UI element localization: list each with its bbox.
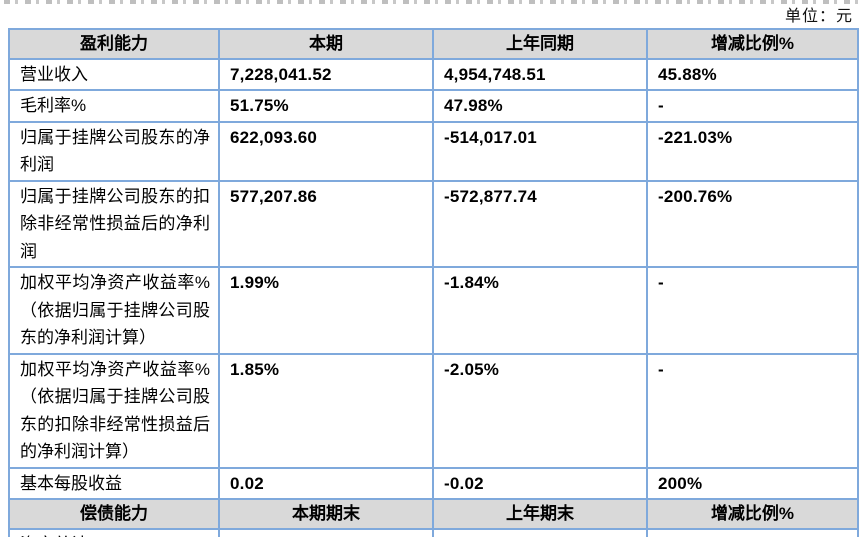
header-cell-solvency: 偿债能力 xyxy=(8,498,220,530)
table-row-gross-margin: 毛利率% 51.75% 47.98% - xyxy=(8,89,859,123)
label-cell: 资产总计 xyxy=(8,527,220,537)
value-cell-current: 0.02 xyxy=(218,466,434,500)
table-row-weighted-avg-roe-excl-nonrecurring: 加权平均净资产收益率%（依据归属于挂牌公司股东的扣除非经常性损益后的净利润计算）… xyxy=(8,352,859,469)
value-cell-change: - xyxy=(646,352,859,469)
value-cell-current: 7,228,041.52 xyxy=(218,57,434,91)
value-cell-current: 622,093.60 xyxy=(218,120,434,182)
solvency-header-row: 偿债能力 本期期末 上年期末 增减比例% xyxy=(8,498,859,530)
value-cell-change: 200% xyxy=(646,466,859,500)
value-cell-change: - xyxy=(646,266,859,355)
value-cell-prior: -572,877.74 xyxy=(432,179,648,268)
header-cell-change-ratio: 增减比例% xyxy=(646,498,859,530)
value-cell-prior: 47.98% xyxy=(432,89,648,123)
page-crop-artifact xyxy=(4,0,861,4)
header-cell-prior-period-end: 上年期末 xyxy=(432,498,648,530)
label-cell: 营业收入 xyxy=(8,57,220,91)
value-cell-change: - xyxy=(646,89,859,123)
value-cell-prior: -0.02 xyxy=(432,466,648,500)
header-cell-prior-period: 上年同期 xyxy=(432,28,648,60)
value-cell-change: -200.76% xyxy=(646,179,859,268)
value-cell-change: 45.88% xyxy=(646,57,859,91)
value-cell-prior: 39,518,003.35 xyxy=(432,527,648,537)
value-cell-current: 577,207.86 xyxy=(218,179,434,268)
label-cell: 毛利率% xyxy=(8,89,220,123)
header-cell-current-period: 本期 xyxy=(218,28,434,60)
table-row-operating-revenue: 营业收入 7,228,041.52 4,954,748.51 45.88% xyxy=(8,57,859,91)
label-cell: 归属于挂牌公司股东的扣除非经常性损益后的净利润 xyxy=(8,179,220,268)
value-cell-prior: -1.84% xyxy=(432,266,648,355)
label-cell: 加权平均净资产收益率%（依据归属于挂牌公司股东的扣除非经常性损益后的净利润计算） xyxy=(8,352,220,469)
table-row-weighted-avg-roe: 加权平均净资产收益率%（依据归属于挂牌公司股东的净利润计算） 1.99% -1.… xyxy=(8,266,859,355)
value-cell-prior: 4,954,748.51 xyxy=(432,57,648,91)
header-cell-change-ratio: 增减比例% xyxy=(646,28,859,60)
label-cell: 加权平均净资产收益率%（依据归属于挂牌公司股东的净利润计算） xyxy=(8,266,220,355)
table-row-net-profit-excl-nonrecurring: 归属于挂牌公司股东的扣除非经常性损益后的净利润 577,207.86 -572,… xyxy=(8,179,859,268)
value-cell-prior: -2.05% xyxy=(432,352,648,469)
value-cell-current: 1.99% xyxy=(218,266,434,355)
value-cell-current: 37,678,616.25 xyxy=(218,527,434,537)
label-cell: 归属于挂牌公司股东的净利润 xyxy=(8,120,220,182)
value-cell-change: 4.65% xyxy=(646,527,859,537)
value-cell-current: 1.85% xyxy=(218,352,434,469)
table-row-total-assets: 资产总计 37,678,616.25 39,518,003.35 4.65% xyxy=(8,527,859,537)
value-cell-prior: -514,017.01 xyxy=(432,120,648,182)
header-cell-profitability: 盈利能力 xyxy=(8,28,220,60)
header-cell-current-period-end: 本期期末 xyxy=(218,498,434,530)
value-cell-current: 51.75% xyxy=(218,89,434,123)
label-cell: 基本每股收益 xyxy=(8,466,220,500)
profitability-header-row: 盈利能力 本期 上年同期 增减比例% xyxy=(8,28,859,60)
table-row-net-profit: 归属于挂牌公司股东的净利润 622,093.60 -514,017.01 -22… xyxy=(8,120,859,182)
value-cell-change: -221.03% xyxy=(646,120,859,182)
unit-label: 单位：元 xyxy=(784,8,853,25)
financial-summary-table: 盈利能力 本期 上年同期 增减比例% 营业收入 7,228,041.52 4,9… xyxy=(8,28,859,537)
table-row-basic-eps: 基本每股收益 0.02 -0.02 200% xyxy=(8,466,859,500)
